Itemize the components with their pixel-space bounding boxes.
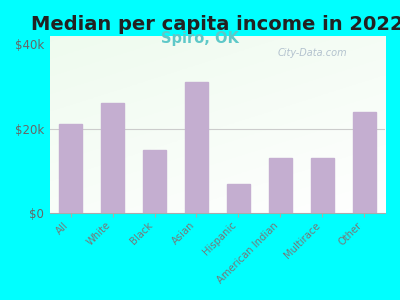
- Bar: [227, 184, 250, 213]
- Bar: [269, 158, 292, 213]
- Bar: [311, 158, 334, 213]
- Bar: [185, 82, 208, 213]
- Bar: [352, 112, 376, 213]
- Bar: [101, 103, 124, 213]
- Bar: [143, 150, 166, 213]
- Title: Median per capita income in 2022: Median per capita income in 2022: [31, 15, 400, 34]
- Text: City-Data.com: City-Data.com: [278, 48, 347, 58]
- Bar: [59, 124, 82, 213]
- Text: Spiro, OK: Spiro, OK: [161, 32, 239, 46]
